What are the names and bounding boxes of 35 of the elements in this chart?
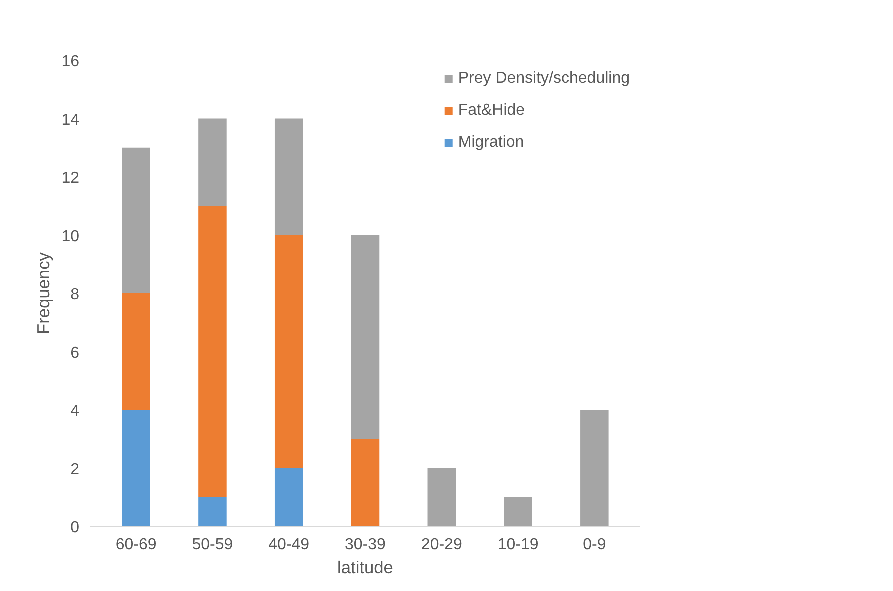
x-axis-title: latitude [338,558,394,578]
y-axis-title: Frequency [34,252,54,334]
y-tick-label: 8 [70,286,80,304]
x-tick-label: 0-9 [583,536,606,554]
bar [198,206,227,498]
y-tick-label: 0 [70,520,80,536]
bar [198,497,227,526]
x-tick-label: 60-69 [116,536,157,554]
y-tick-label: 4 [70,403,80,420]
bar [504,497,532,526]
x-tick-label: 30-39 [345,536,386,554]
y-tick-label: 16 [62,54,80,70]
y-tick-label: 2 [70,461,80,478]
y-tick-label: 12 [62,170,80,187]
x-tick-label: 50-59 [192,536,234,554]
bar [122,148,150,294]
bar [198,118,227,206]
y-tick-label: 14 [62,112,80,129]
x-tick-label: 40-49 [268,536,310,554]
legend-label: Fat&Hide [458,102,526,120]
x-tick-label: 10-19 [498,536,539,554]
bar [351,439,380,526]
bar [428,468,456,526]
y-tick-label: 6 [70,344,80,362]
bar [122,294,150,410]
x-tick-label: 20-29 [421,536,462,554]
bar [274,118,304,236]
bar [351,235,380,440]
bar [122,410,150,526]
bar [580,410,609,526]
legend-label: Prey Density/scheduling [458,70,630,88]
legend-label: Migration [458,134,524,152]
bar [274,468,304,526]
y-tick-label: 10 [62,228,80,246]
bar [274,235,304,468]
